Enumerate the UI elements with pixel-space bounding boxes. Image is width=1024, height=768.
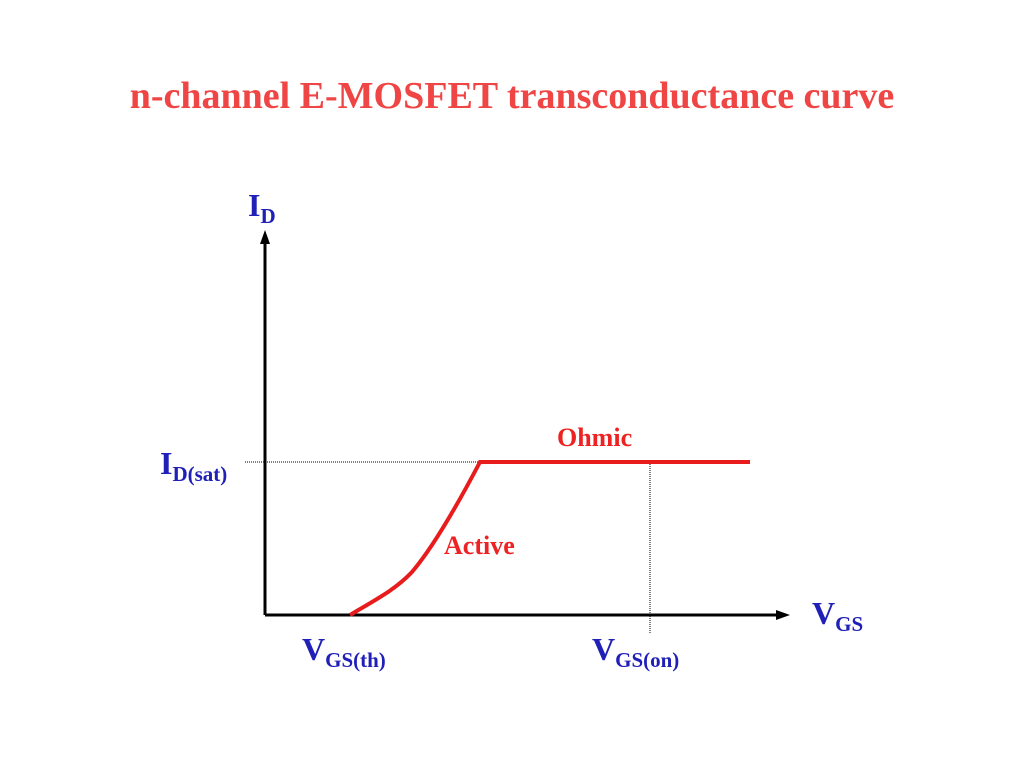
ohmic-label: Ohmic bbox=[557, 423, 632, 452]
label-main: V bbox=[592, 631, 615, 667]
threshold-label: VGS(th) bbox=[302, 631, 386, 672]
saturation-label: ID(sat) bbox=[160, 445, 227, 486]
label-sub: GS bbox=[835, 612, 863, 636]
label-sub: D(sat) bbox=[172, 462, 227, 486]
slide-title: n-channel E-MOSFET transconductance curv… bbox=[130, 75, 895, 117]
y-axis-label: ID bbox=[248, 187, 276, 228]
label-main: V bbox=[302, 631, 325, 667]
x-arrow bbox=[776, 610, 790, 620]
transfer-curve bbox=[348, 460, 750, 617]
on-label: VGS(on) bbox=[592, 631, 679, 672]
label-sub: GS(th) bbox=[325, 648, 386, 672]
label-main: I bbox=[160, 445, 172, 481]
label-main: I bbox=[248, 187, 260, 223]
active-label: Active bbox=[444, 531, 515, 560]
x-axis-label: VGS bbox=[812, 595, 863, 636]
y-arrow bbox=[260, 230, 270, 244]
label-sub: GS(on) bbox=[615, 648, 679, 672]
label-main: V bbox=[812, 595, 835, 631]
label-sub: D bbox=[260, 204, 275, 228]
